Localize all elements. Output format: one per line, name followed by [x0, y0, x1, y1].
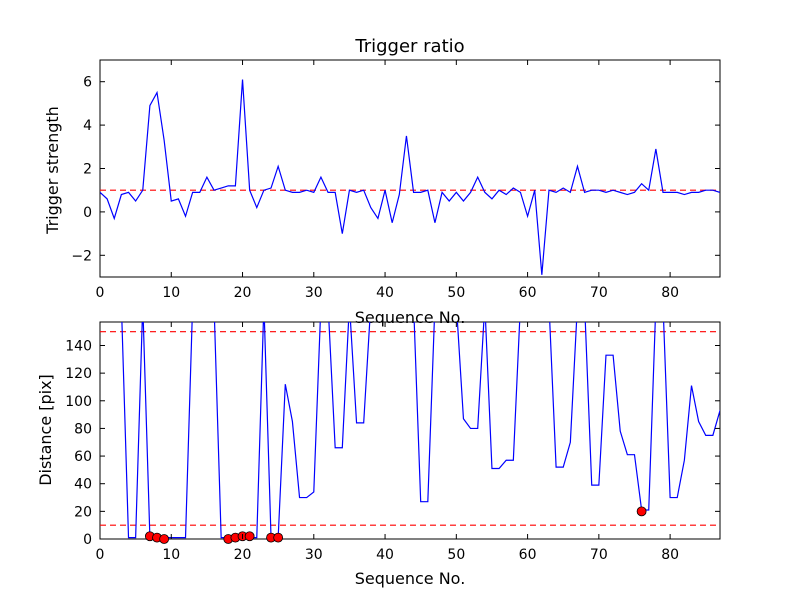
- y-tick-label: 140: [65, 338, 92, 354]
- series-line: [121, 322, 720, 539]
- x-tick-label: 80: [661, 285, 679, 301]
- chart-title: Trigger ratio: [354, 36, 464, 57]
- y-tick-label: 100: [65, 394, 92, 410]
- y-tick-label: 80: [74, 421, 92, 437]
- y-tick-label: 20: [74, 504, 92, 520]
- x-tick-label: 30: [305, 547, 323, 563]
- y-tick-label: −2: [71, 248, 92, 264]
- x-tick-label: 0: [96, 285, 105, 301]
- flag-marker: [159, 534, 170, 544]
- x-tick-label: 40: [376, 547, 394, 563]
- x-tick-label: 20: [234, 285, 252, 301]
- y-tick-label: 120: [65, 366, 92, 382]
- x-tick-label: 60: [519, 285, 537, 301]
- flag-marker: [636, 506, 647, 517]
- y-tick-label: 4: [83, 118, 92, 134]
- x-tick-label: 80: [661, 547, 679, 563]
- x-tick-label: 60: [519, 547, 537, 563]
- x-tick-label: 70: [590, 547, 608, 563]
- y-axis-label: Trigger strength: [43, 106, 62, 235]
- x-tick-label: 50: [447, 547, 465, 563]
- y-tick-label: 0: [83, 205, 92, 221]
- y-tick-label: 6: [83, 75, 92, 91]
- y-tick-label: 2: [83, 162, 92, 178]
- x-tick-label: 0: [96, 547, 105, 563]
- series-line: [100, 79, 720, 275]
- x-tick-label: 40: [376, 285, 394, 301]
- x-tick-label: 20: [234, 547, 252, 563]
- x-tick-label: 50: [447, 285, 465, 301]
- x-tick-label: 10: [162, 285, 180, 301]
- distance-panel: 0 10 20 30 40 50 60 70 80 0 20 40 60 80 100 120 140 Seq…: [36, 321, 721, 588]
- flag-marker: [244, 531, 255, 542]
- plot-area: [99, 321, 721, 540]
- x-tick-label: 10: [162, 547, 180, 563]
- x-tick-label: 30: [305, 285, 323, 301]
- y-tick-label: 40: [74, 477, 92, 493]
- y-tick-label: 0: [83, 532, 92, 548]
- x-axis-label: Sequence No.: [355, 308, 466, 327]
- x-tick-label: 70: [590, 285, 608, 301]
- flag-marker: [273, 532, 284, 543]
- y-axis-label: Distance [pix]: [36, 374, 55, 486]
- x-axis-label: Sequence No.: [355, 569, 466, 588]
- y-tick-label: 60: [74, 449, 92, 465]
